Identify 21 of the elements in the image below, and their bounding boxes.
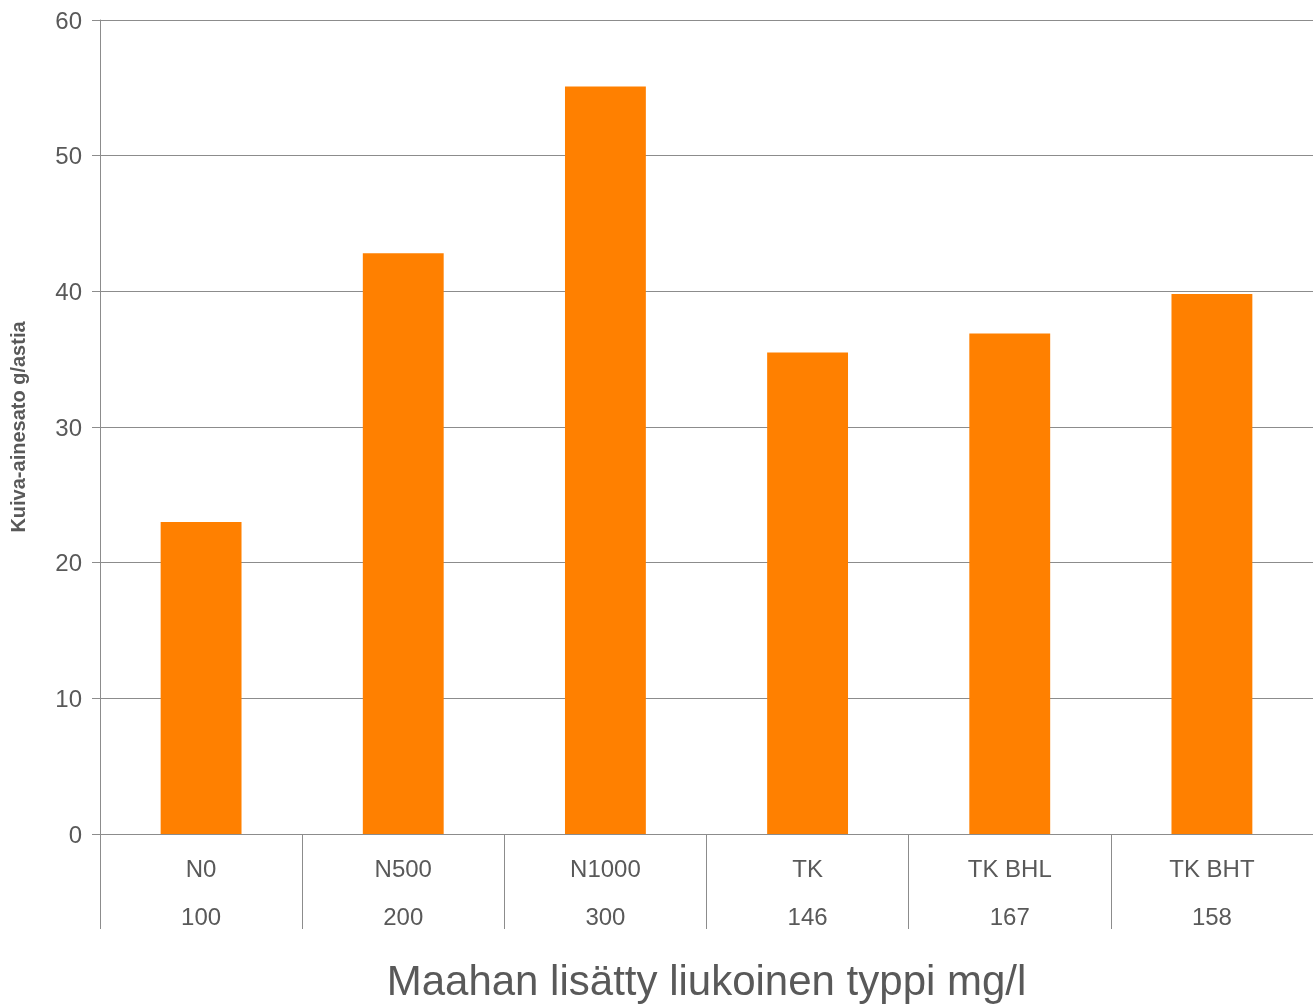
x-tick-label: TK BHT 158 bbox=[1169, 854, 1255, 930]
y-tick-label: 40 bbox=[55, 277, 82, 305]
x-tick-label: TK 146 bbox=[787, 854, 828, 930]
bar bbox=[767, 352, 849, 834]
x-tick-label: N500 200 bbox=[374, 854, 432, 930]
bar bbox=[160, 521, 242, 834]
bar bbox=[362, 253, 444, 834]
x-tick-label: TK BHL 167 bbox=[967, 854, 1052, 930]
bar bbox=[564, 86, 646, 834]
y-tick-label: 30 bbox=[55, 413, 82, 441]
y-axis-title: Kuiva-ainesato g/astia bbox=[7, 320, 29, 533]
y-tick-label: 20 bbox=[55, 549, 82, 577]
bar bbox=[969, 333, 1051, 834]
y-tick-label: 0 bbox=[68, 820, 82, 848]
bar bbox=[1171, 294, 1253, 834]
x-axis-title: Maahan lisätty liukoinen typpi mg/l bbox=[386, 956, 1027, 1004]
x-tick-label: N1000 300 bbox=[570, 854, 641, 930]
y-tick-label: 10 bbox=[55, 684, 82, 712]
x-tick-label: N0 100 bbox=[181, 854, 222, 930]
y-tick-label: 60 bbox=[55, 6, 82, 34]
y-tick-label: 50 bbox=[55, 142, 82, 170]
